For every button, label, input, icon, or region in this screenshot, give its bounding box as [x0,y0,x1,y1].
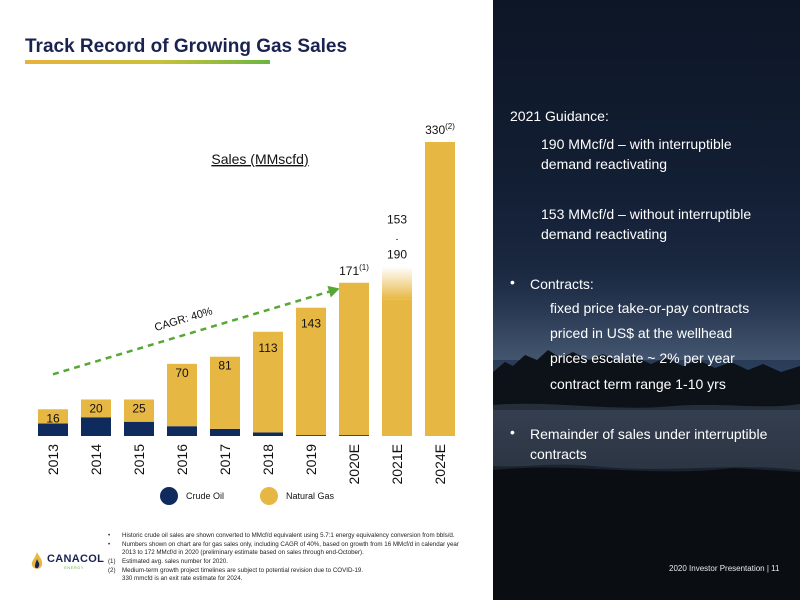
bar-natural-gas [425,142,455,436]
legend-item-crude-oil: Crude Oil [160,487,224,505]
bar-natural-gas [124,399,154,422]
logo-wordmark: CANACOL [47,553,105,565]
x-tick-label: 2019 [303,444,319,475]
legend-label-natural-gas: Natural Gas [286,491,335,501]
page-footer: 2020 Investor Presentation | 11 [669,564,780,573]
bar-crude-oil [210,428,240,436]
data-label: 143 [301,317,321,331]
contract-term: contract term range 1-10 yrs [550,376,726,392]
bar-natural-gas [339,282,369,436]
bar-crude-oil [38,423,68,436]
bullet-marker: • [510,274,515,290]
cagr-arrow-line [52,289,333,376]
x-tick-label: 2013 [45,444,61,475]
contract-term: prices escalate ~ 2% per year [550,350,735,366]
data-label: 171(1) [339,263,369,278]
cagr-arrow-head [327,285,340,298]
x-tick-label: 2017 [217,444,233,475]
footnote: • Historic crude oil sales are shown con… [108,532,455,539]
bar-natural-gas [81,399,111,418]
data-label: 113 [258,341,277,355]
contracts-heading: Contracts: [530,276,594,292]
contract-term: priced in US$ at the wellhead [550,325,733,341]
data-label: 81 [218,359,232,373]
guidance-item: 190 MMcf/d – with interruptible demand r… [541,136,732,173]
logo-subtitle: ENERGY [64,565,84,570]
x-tick-label: 2018 [260,444,276,475]
slide-title: Track Record of Growing Gas Sales [25,36,348,57]
bullet-marker: • [510,424,515,440]
x-tick-label: 2024E [432,444,448,484]
bar-crude-oil [81,417,111,436]
range-label-low: 153 [387,213,407,227]
data-label: 330(2) [425,122,455,137]
bar-crude-oil [339,435,369,436]
x-tick-label: 2015 [131,444,147,475]
bar-natural-gas [296,307,326,436]
guidance-item: 153 MMcf/d – without interruptible deman… [541,206,752,243]
legend-swatch-crude-oil [160,487,178,505]
right-panel: 2021 Guidance: 190 MMcf/d – with interru… [493,0,800,600]
footnote: • Numbers shown on chart are for gas sal… [108,540,459,557]
bar-natural-gas [210,356,240,429]
x-tick-label: 2021E [389,444,405,484]
flame-icon [31,552,43,569]
bar-crude-oil [296,435,326,436]
river-landscape-image [493,270,800,600]
legend-item-natural-gas: Natural Gas [260,487,334,505]
footnotes: • Historic crude oil sales are shown con… [108,532,468,584]
legend-swatch-natural-gas [260,487,278,505]
data-label: 25 [132,401,146,415]
data-label: 20 [89,401,103,415]
bar-crude-oil [124,421,154,436]
data-label: 190 [387,248,407,262]
data-label: 16 [46,411,60,425]
company-logo: CANACOL ENERGY [30,552,104,572]
title-underline [25,60,270,64]
bar-crude-oil [167,426,197,436]
contract-term: fixed price take-or-pay contracts [550,300,750,316]
bar-range-segment [382,266,412,300]
bar-natural-gas [382,299,412,436]
footnote: 330 mmcfd is an exit rate estimate for 2… [122,575,243,583]
guidance-heading: 2021 Guidance: [510,108,609,124]
remainder-note: Remainder of sales under interruptible c… [530,426,768,463]
chart-title: Sales (MMscfd) [211,151,308,167]
x-tick-label: 2014 [88,444,104,475]
bar-crude-oil [253,432,283,436]
x-tick-label: 2020E [346,444,362,484]
x-tick-label: 2016 [174,444,190,475]
range-label-separator: - [396,235,399,244]
bar-natural-gas [38,409,68,424]
bar-natural-gas [253,331,283,433]
footnote: (1) Estimated avg. sales number for 2020… [108,558,228,566]
legend-label-crude-oil: Crude Oil [186,491,225,501]
sales-chart: Sales (MMscfd)CAGR: 40%16201320201425201… [38,122,455,484]
bar-natural-gas [167,363,197,427]
footnote: (2) Medium-term growth project timelines… [108,566,364,574]
data-label: 70 [175,366,189,380]
